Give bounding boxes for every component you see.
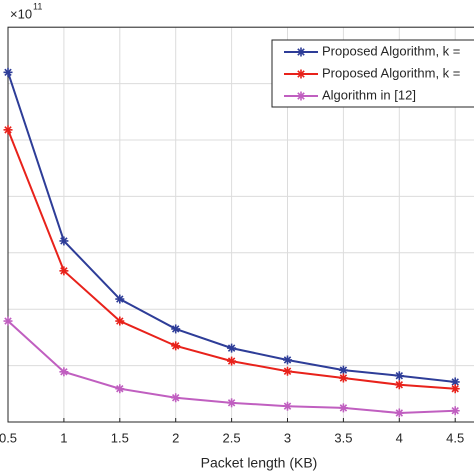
x-tick-label: 2.5 [223, 430, 241, 445]
marker [59, 236, 69, 246]
marker-stroke [116, 385, 124, 393]
legend-marker [296, 91, 306, 101]
x-axis-label: Packet length (KB) [201, 455, 318, 471]
legend-marker [296, 69, 306, 79]
marker [3, 67, 13, 77]
marker [115, 316, 125, 326]
marker [227, 356, 237, 366]
marker-stroke [395, 372, 404, 380]
marker-stroke [4, 317, 12, 325]
marker-stroke [227, 344, 236, 352]
marker [338, 365, 348, 375]
marker-stroke [60, 267, 68, 275]
marker [115, 384, 125, 394]
marker-stroke [297, 70, 305, 78]
marker-stroke [283, 402, 292, 410]
marker [171, 324, 181, 334]
axis-multiplier-exponent: 11 [33, 1, 42, 11]
marker [59, 367, 69, 377]
marker-stroke [339, 404, 348, 412]
marker-stroke [171, 394, 180, 402]
x-tick-label: 1 [60, 430, 67, 445]
marker [171, 341, 181, 351]
marker-stroke [395, 381, 404, 389]
x-tick-label: 0.5 [0, 430, 17, 445]
series [3, 316, 460, 418]
marker [283, 401, 292, 411]
marker-stroke [297, 92, 305, 100]
marker-stroke [451, 385, 459, 393]
marker-stroke [60, 237, 68, 245]
legend-label: Proposed Algorithm, k = [322, 43, 460, 58]
marker [450, 406, 460, 416]
x-tick-label: 2 [172, 430, 179, 445]
marker [394, 380, 404, 390]
legend-label: Proposed Algorithm, k = [322, 65, 460, 80]
marker [338, 403, 348, 413]
marker-stroke [395, 409, 404, 417]
marker-stroke [451, 378, 459, 386]
marker-stroke [116, 317, 124, 325]
marker-stroke [339, 374, 348, 382]
marker [338, 373, 348, 383]
marker-stroke [283, 367, 292, 375]
marker [450, 384, 460, 394]
marker-stroke [227, 357, 236, 365]
plot-frame [7, 26, 474, 423]
x-tick-label: 4 [396, 430, 403, 445]
marker [3, 125, 13, 135]
marker-stroke [116, 295, 124, 303]
marker-stroke [339, 366, 348, 374]
marker-stroke [283, 356, 292, 364]
series [3, 67, 460, 387]
marker [227, 343, 237, 353]
marker-stroke [171, 342, 180, 350]
marker-stroke [227, 399, 236, 407]
marker [227, 398, 237, 408]
marker-stroke [171, 325, 180, 333]
marker [283, 355, 292, 365]
marker [394, 408, 404, 418]
marker-stroke [451, 407, 459, 415]
marker-stroke [4, 126, 12, 134]
series [3, 125, 460, 394]
legend-marker [296, 47, 306, 57]
axis-multiplier-base: ×10 [10, 6, 32, 21]
marker [115, 294, 125, 304]
marker [394, 371, 404, 381]
marker [3, 316, 13, 326]
x-tick-label: 3.5 [334, 430, 352, 445]
x-tick-label: 3 [284, 430, 291, 445]
legend: Proposed Algorithm, k = Proposed Algorith… [271, 39, 474, 108]
marker-stroke [4, 68, 12, 77]
marker [283, 366, 292, 376]
marker-stroke [297, 48, 305, 56]
legend-label: Algorithm in [12] [322, 87, 416, 102]
marker [59, 266, 69, 276]
marker [171, 393, 181, 403]
marker-stroke [60, 368, 68, 376]
x-tick-label: 4.5 [446, 430, 464, 445]
x-tick-label: 1.5 [111, 430, 129, 445]
